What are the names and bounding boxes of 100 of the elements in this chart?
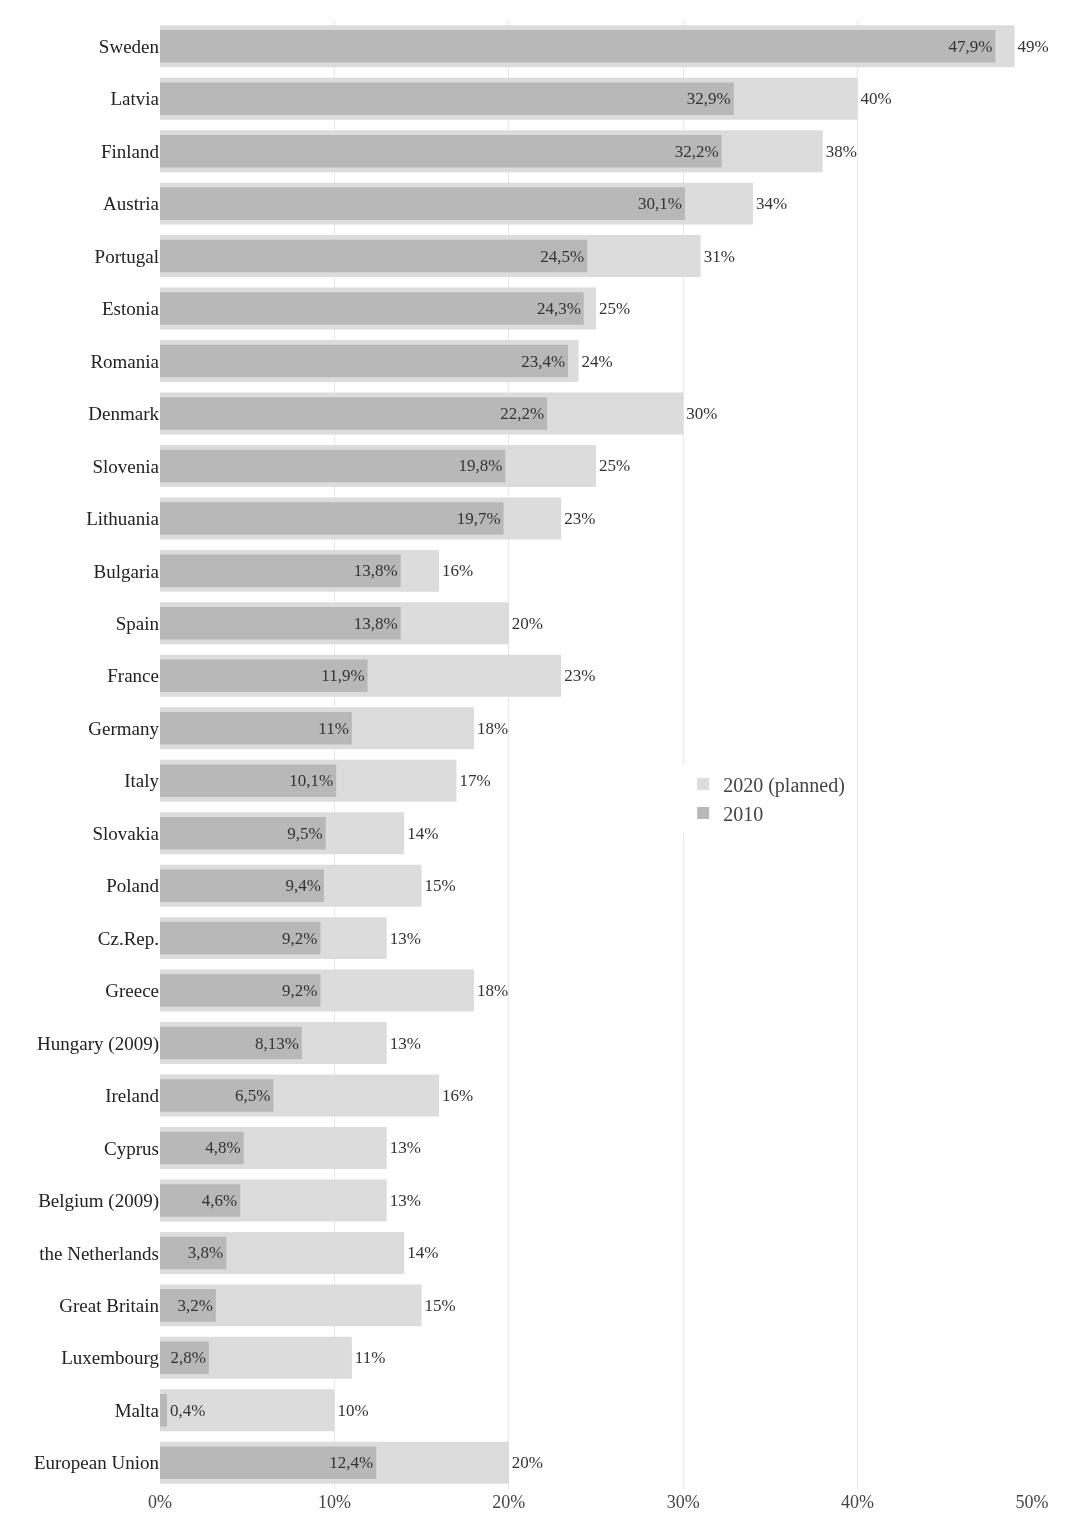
y-tick-label: Austria xyxy=(103,193,160,215)
data-label: 23,4% xyxy=(521,351,566,371)
bar xyxy=(160,239,588,273)
data-label: 20% xyxy=(511,613,543,633)
y-tick-label: Italy xyxy=(124,770,160,792)
y-tick-label: Bulgaria xyxy=(93,560,160,582)
x-tick-label: 40% xyxy=(841,1492,875,1512)
data-label: 38% xyxy=(825,141,857,161)
y-tick-label: Denmark xyxy=(88,403,160,425)
y-tick-label: Hungary (2009) xyxy=(37,1032,159,1055)
bar xyxy=(160,397,548,430)
data-label: 9,4% xyxy=(285,876,321,896)
data-label: 4,6% xyxy=(201,1190,238,1210)
data-label: 16% xyxy=(442,561,474,581)
data-label: 23% xyxy=(564,666,596,686)
data-label: 49% xyxy=(1017,36,1049,56)
data-label: 47,9% xyxy=(948,36,993,56)
data-label: 3,8% xyxy=(187,1243,224,1263)
y-tick-label: Latvia xyxy=(110,88,160,110)
y-tick-label: Cyprus xyxy=(104,1137,159,1159)
y-tick-label: Finland xyxy=(100,140,160,162)
y-tick-label: Slovenia xyxy=(92,455,160,477)
data-label: 20% xyxy=(511,1453,543,1473)
data-label: 3,2% xyxy=(177,1295,213,1315)
bar xyxy=(160,554,401,588)
data-label: 13% xyxy=(389,1033,421,1053)
data-label: 40% xyxy=(860,89,892,109)
y-tick-label: Luxembourg xyxy=(61,1347,160,1369)
y-tick-label: Lithuania xyxy=(86,508,160,530)
data-label: 13% xyxy=(389,928,421,948)
y-tick-label: Spain xyxy=(115,612,160,634)
legend-label: 2010 xyxy=(723,802,764,825)
data-label: 11% xyxy=(318,718,349,738)
data-label: 18% xyxy=(476,981,509,1001)
data-label: 32,9% xyxy=(686,89,731,109)
data-label: 22,2% xyxy=(500,403,545,423)
y-tick-label: Ireland xyxy=(105,1085,160,1107)
y-tick-label: European Union xyxy=(33,1452,160,1474)
data-label: 11% xyxy=(354,1348,386,1368)
data-label: 8,13% xyxy=(254,1033,299,1053)
y-tick-label: Germany xyxy=(88,717,160,739)
data-label: 12,4% xyxy=(329,1453,374,1473)
y-tick-label: France xyxy=(107,665,159,687)
y-tick-label: Cz.Rep. xyxy=(97,927,159,949)
data-label: 9,2% xyxy=(282,981,318,1001)
data-label: 13% xyxy=(389,1138,421,1158)
y-tick-label: Estonia xyxy=(102,298,160,320)
bar xyxy=(160,134,722,168)
bar xyxy=(160,292,584,325)
y-tick-label: the Netherlands xyxy=(39,1242,159,1264)
y-tick-label: Belgium (2009) xyxy=(38,1190,159,1213)
data-label: 19,7% xyxy=(456,508,501,528)
data-label: 2,8% xyxy=(170,1348,206,1368)
x-tick-label: 30% xyxy=(666,1492,700,1512)
x-tick-label: 0% xyxy=(148,1492,172,1512)
data-label: 25% xyxy=(599,299,631,319)
bar xyxy=(160,1079,274,1112)
y-tick-label: Poland xyxy=(106,875,160,897)
bar xyxy=(160,816,326,850)
bar xyxy=(160,1394,167,1427)
data-label: 9,2% xyxy=(282,928,318,948)
data-label: 14% xyxy=(407,823,439,843)
data-label: 23% xyxy=(564,508,596,528)
data-label: 10% xyxy=(337,1400,369,1420)
data-label: 25% xyxy=(599,456,631,476)
data-label: 32,2% xyxy=(674,141,719,161)
data-label: 17% xyxy=(459,771,491,791)
x-tick-label: 20% xyxy=(492,1492,526,1512)
data-label: 24,5% xyxy=(540,246,585,266)
data-label: 24% xyxy=(581,351,613,371)
data-label: 34% xyxy=(755,194,788,214)
y-tick-label: Sweden xyxy=(98,35,160,57)
bar xyxy=(160,1026,302,1060)
y-tick-label: Great Britain xyxy=(59,1295,160,1317)
data-label: 31% xyxy=(703,246,735,266)
data-label: 9,5% xyxy=(287,823,323,843)
data-label: 15% xyxy=(424,1295,456,1315)
bar xyxy=(160,1289,216,1322)
bar xyxy=(160,1446,377,1480)
data-label: 4,8% xyxy=(205,1138,241,1158)
data-label: 18% xyxy=(476,718,509,738)
data-label: 10,1% xyxy=(289,771,334,791)
data-label: 11,9% xyxy=(321,666,365,686)
y-tick-label: Romania xyxy=(90,350,160,372)
bar xyxy=(160,344,569,378)
bar xyxy=(160,659,368,693)
bar xyxy=(160,921,321,955)
bar xyxy=(160,502,504,535)
y-tick-label: Portugal xyxy=(94,245,159,267)
y-tick-label: Malta xyxy=(114,1399,160,1421)
data-label: 24,3% xyxy=(536,299,581,319)
bar xyxy=(160,712,352,745)
data-label: 30% xyxy=(686,403,718,423)
y-tick-label: Greece xyxy=(105,980,159,1002)
x-tick-label: 50% xyxy=(1015,1492,1049,1512)
data-label: 13% xyxy=(389,1190,421,1210)
bar xyxy=(160,1131,244,1165)
bar xyxy=(160,29,996,63)
data-label: 13,8% xyxy=(353,561,398,581)
bar xyxy=(160,869,324,902)
